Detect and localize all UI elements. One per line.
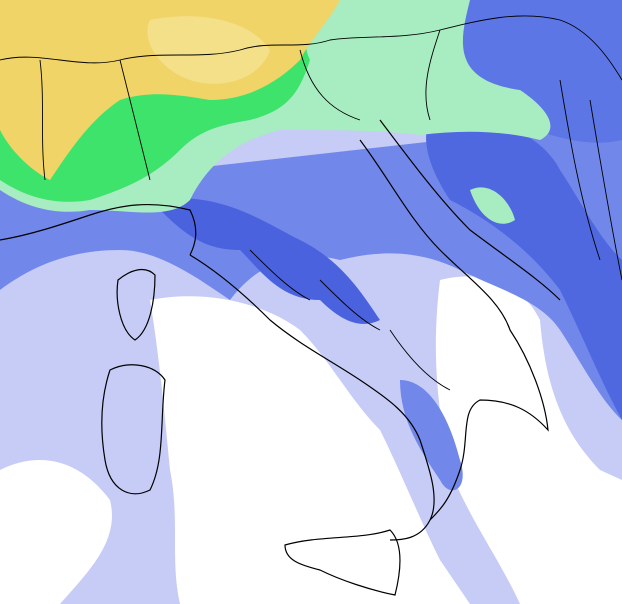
border [249,249,451,391]
border [0,15,622,81]
coastline [284,529,401,596]
clear-area [0,460,112,604]
coastline [116,268,156,341]
dark-blue-area [150,198,380,324]
clear-area [228,378,320,464]
medium-blue-area [400,380,463,491]
coastline [0,203,197,256]
clear-area [435,276,622,604]
coastline [379,119,561,301]
coastline [101,364,166,495]
coastline [359,139,549,521]
border [39,29,622,281]
light-green-area [470,187,515,224]
yellow-area [147,16,270,84]
